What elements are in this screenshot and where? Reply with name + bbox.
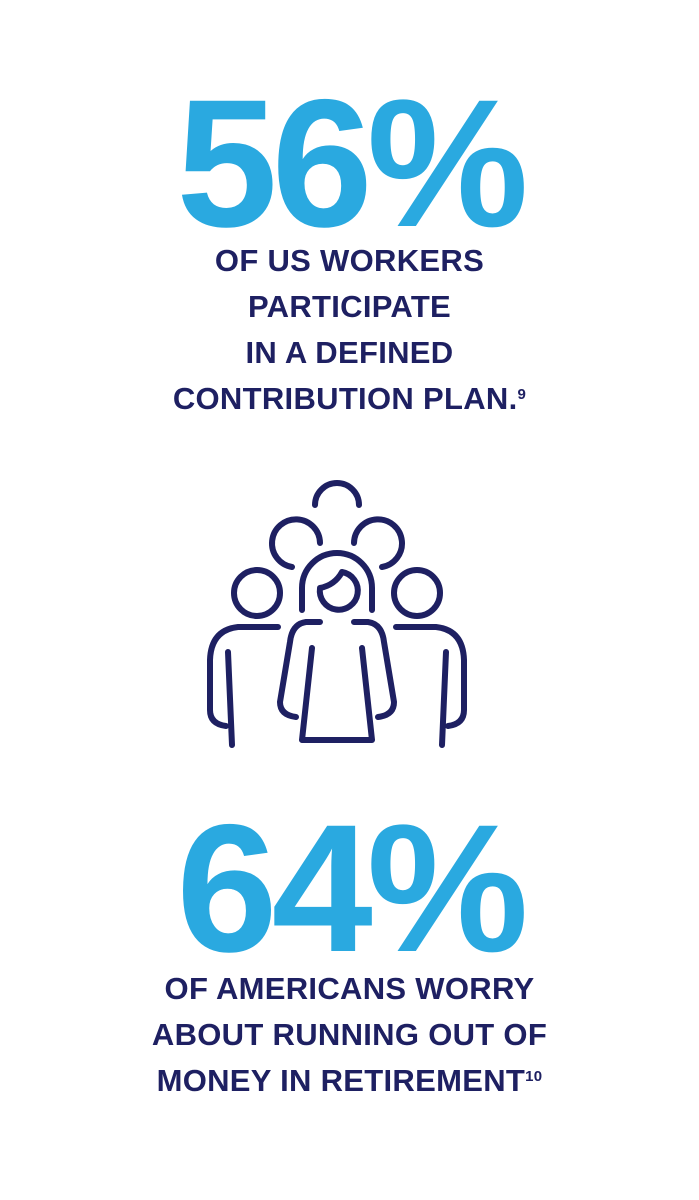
footnote-marker: 9 <box>517 386 527 403</box>
mid-right-head-icon <box>351 516 405 570</box>
right-man-body-icon <box>393 624 467 748</box>
back-head-icon <box>312 480 362 508</box>
desc-line: MONEY IN RETIREMENT10 <box>0 1058 699 1104</box>
stat-2-description: OF AMERICANS WORRY ABOUT RUNNING OUT OF … <box>0 966 699 1104</box>
desc-line: OF AMERICANS WORRY <box>164 971 535 1006</box>
right-man-head-icon <box>391 567 443 619</box>
people-group-icon <box>207 480 467 748</box>
stat-1-description: OF US WORKERS PARTICIPATE IN A DEFINED C… <box>0 238 699 422</box>
desc-line: PARTICIPATE <box>247 289 452 324</box>
desc-line: IN A DEFINED <box>245 335 454 370</box>
desc-line-text: CONTRIBUTION PLAN. <box>172 381 518 416</box>
mid-left-head-icon <box>269 516 323 570</box>
woman-face-icon <box>316 569 361 613</box>
desc-line: ABOUT RUNNING OUT OF <box>151 1017 548 1052</box>
woman-hair-icon <box>299 550 375 613</box>
left-man-head-icon <box>231 567 283 619</box>
desc-line: CONTRIBUTION PLAN.9 <box>0 376 699 422</box>
woman-body-icon <box>277 619 397 743</box>
desc-line: OF US WORKERS <box>214 243 485 278</box>
left-man-body-icon <box>207 624 281 748</box>
desc-line-text: MONEY IN RETIREMENT <box>156 1063 526 1098</box>
stat-64-percent: 64% <box>176 786 528 990</box>
stat-56-percent: 56% <box>176 61 528 265</box>
footnote-marker: 10 <box>525 1068 543 1085</box>
